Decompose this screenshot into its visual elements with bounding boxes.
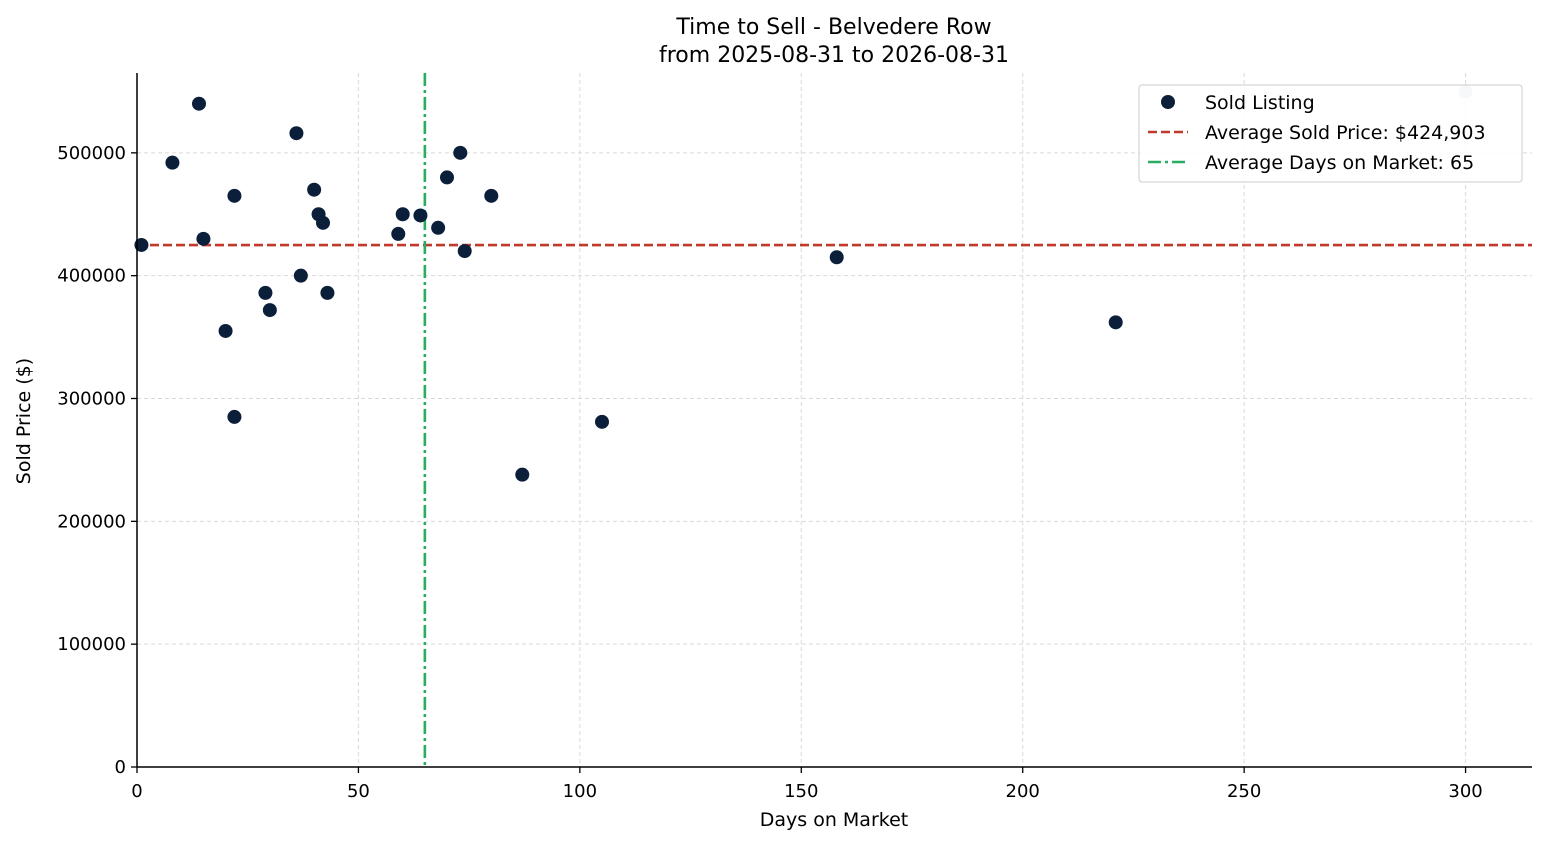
data-point [413,208,428,223]
x-tick-label: 50 [347,781,370,802]
y-axis-label: Sold Price ($) [13,358,35,484]
data-point [320,285,335,300]
data-point [515,467,530,482]
data-point [829,250,844,265]
data-point [165,155,180,170]
data-point [595,414,609,429]
data-point [457,244,472,259]
x-tick-label: 250 [1227,781,1261,802]
y-tick-label: 200000 [57,511,126,532]
legend: Sold Listing Average Sold Price: $424,903… [1138,84,1523,183]
data-point [192,96,206,111]
data-point [218,323,233,338]
x-axis-label: Days on Market [760,809,908,831]
data-point [391,226,406,241]
data-point [1108,315,1123,330]
legend-label: Sold Listing [1205,92,1315,114]
x-tick-label: 100 [563,781,597,802]
y-tick-label: 100000 [57,634,126,655]
legend-dot-marker [1161,95,1175,109]
data-point [395,207,410,222]
x-tick-label: 300 [1448,781,1482,802]
chart-title: Time to Sell - Belvedere Row [675,15,991,40]
data-point [440,170,454,185]
chart-subtitle: from 2025-08-31 to 2026-08-31 [659,43,1009,68]
scatter-points [134,84,1473,482]
data-point [196,231,211,246]
data-point [227,409,242,424]
data-point [453,145,468,160]
data-point [262,303,277,318]
y-tick-label: 500000 [57,143,126,164]
tick-labels: 0 50 100 150 200 250 300 0 100000 200000 300000 400… [57,143,1482,802]
y-tick-label: 400000 [57,266,126,287]
legend-label: Average Days on Market: 65 [1205,152,1474,174]
data-point [227,188,242,203]
axes [131,73,1532,773]
data-point [134,237,149,252]
y-tick-label: 0 [115,757,126,778]
data-point [431,220,446,235]
data-point [484,188,499,203]
legend-box [1138,84,1523,183]
legend-label: Average Sold Price: $424,903 [1205,122,1486,144]
x-tick-label: 0 [131,781,142,802]
y-tick-label: 300000 [57,389,126,410]
x-tick-label: 200 [1006,781,1040,802]
data-point [307,182,322,197]
data-point [289,126,304,141]
data-point [258,285,273,300]
x-tick-label: 150 [784,781,818,802]
data-point [293,268,308,283]
grid [137,73,1532,767]
data-point [316,215,330,230]
reference-lines [137,73,1532,767]
